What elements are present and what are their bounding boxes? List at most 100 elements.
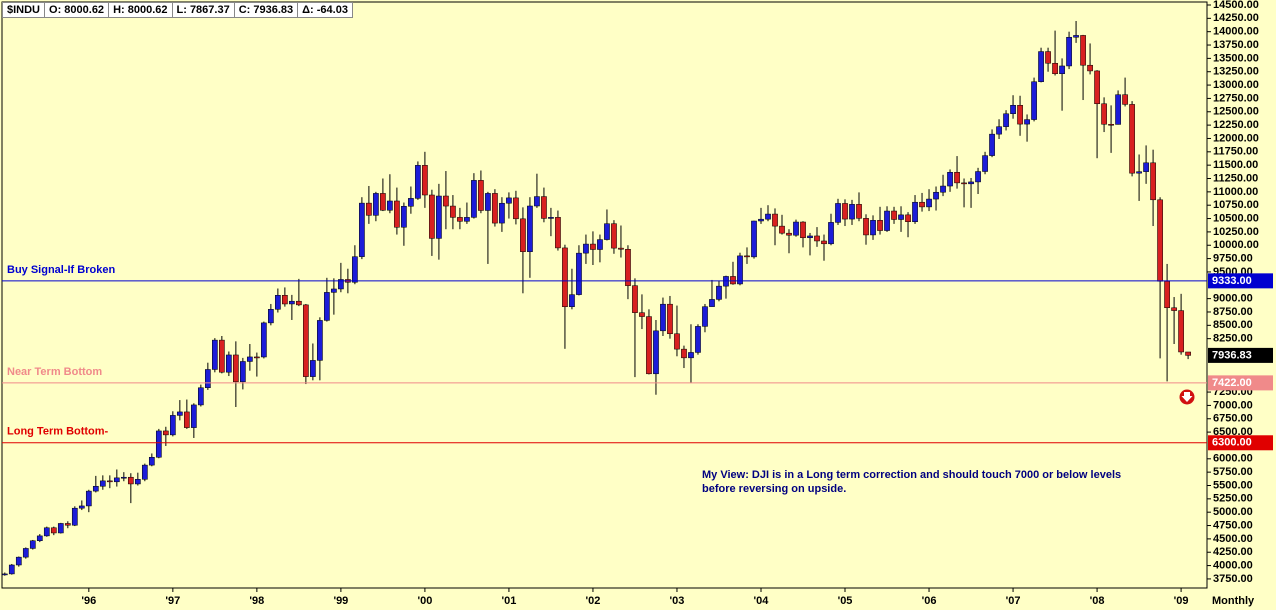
y-tick-label: 8250.00 [1213,333,1253,345]
candle-body [499,202,505,224]
candle-body [779,225,785,234]
candle-body [989,133,995,156]
candle-body [926,198,932,208]
y-tick-label: 5750.00 [1213,466,1253,478]
y-tick-label: 12250.00 [1213,119,1259,131]
y-tick-label: 9000.00 [1213,293,1253,305]
candle-body [408,198,414,207]
candle-body [106,480,113,483]
candle-body [8,564,15,575]
candle-body [1,573,8,576]
candle-body [1185,351,1191,356]
y-tick-label: 10000.00 [1213,239,1259,251]
candle-body [548,217,554,219]
close-quote: C: 7936.83 [233,2,299,18]
candle-body [485,193,491,211]
y-tick-label: 6000.00 [1213,453,1253,465]
candle-body [653,330,659,375]
y-tick-label: 11500.00 [1213,159,1258,171]
candle-body [898,214,904,220]
candle-body [604,223,610,240]
candle-body [394,200,400,228]
candle-body [1115,94,1121,125]
candle-body [57,523,64,534]
candle-body [373,193,379,216]
candle-body [415,165,421,199]
candle-body [254,356,260,359]
candle-body [422,165,428,196]
candle-body [436,195,442,239]
high-quote: H: 8000.62 [108,2,173,18]
candle-body [1108,124,1114,126]
candle-body [50,527,57,534]
y-tick-label: 7000.00 [1213,399,1253,411]
candle-body [695,326,701,353]
candle-body [134,479,141,485]
candle-body [78,505,85,509]
candle-body [1150,162,1156,201]
x-tick-label: '02 [586,595,601,607]
y-tick-label: 6500.00 [1213,426,1253,438]
candle-body [36,535,43,542]
candle-body [856,204,862,219]
candle-body [212,339,218,370]
candle-body [261,322,267,358]
candle-body [954,172,960,184]
candle-body [64,523,71,526]
candle-body [625,248,631,286]
y-tick-label: 14500.00 [1213,0,1259,11]
candle-body [1010,105,1016,114]
candle-body [127,476,134,485]
candle-body [919,201,925,208]
candle-body [674,333,680,350]
x-tick-label: '97 [165,595,180,607]
candle-body [842,203,848,220]
candle-body [660,303,666,332]
level-box [1208,273,1273,289]
candle-body [22,548,29,558]
candle-body [492,193,498,224]
candle-body [443,195,449,207]
candle-body [912,201,918,222]
level-box [1208,375,1273,391]
x-tick-label: '06 [922,595,937,607]
candle-body [702,306,708,327]
candle-body [366,202,372,216]
candle-body [709,299,715,307]
candle-body [99,480,106,487]
quote-header: $INDU O: 8000.62 H: 8000.62 L: 7867.37 C… [2,2,353,18]
x-tick-label: '98 [249,595,264,607]
candle-body [1003,113,1009,127]
y-tick-label: 13000.00 [1213,79,1259,91]
y-tick-label: 14250.00 [1213,12,1259,24]
candle-body [1129,104,1135,174]
candle-body [632,285,638,313]
x-tick-label: '99 [333,595,348,607]
candle-body [555,217,561,249]
candle-body [352,256,358,283]
candle-body [226,354,232,373]
candle-body [15,556,22,566]
candle-body [611,223,617,249]
level-value: 9333.00 [1212,275,1252,287]
candle-body [1122,94,1128,105]
candle-body [1045,51,1051,64]
candle-body [113,477,120,483]
candle-body [1031,81,1037,120]
y-tick-label: 13500.00 [1213,52,1259,64]
candle-body [478,180,484,211]
candle-body [197,387,204,406]
candle-body [786,232,792,236]
candle-body [800,221,806,239]
candle-body [1157,199,1163,282]
candle-body [359,202,365,257]
candle-body [387,200,393,211]
y-tick-label: 14000.00 [1213,26,1259,38]
candle-body [590,243,596,250]
candle-body [205,369,211,388]
candle-body [240,361,246,383]
last-price: 7936.83 [1212,349,1252,361]
candle-body [527,205,533,252]
candle-body [310,360,316,377]
